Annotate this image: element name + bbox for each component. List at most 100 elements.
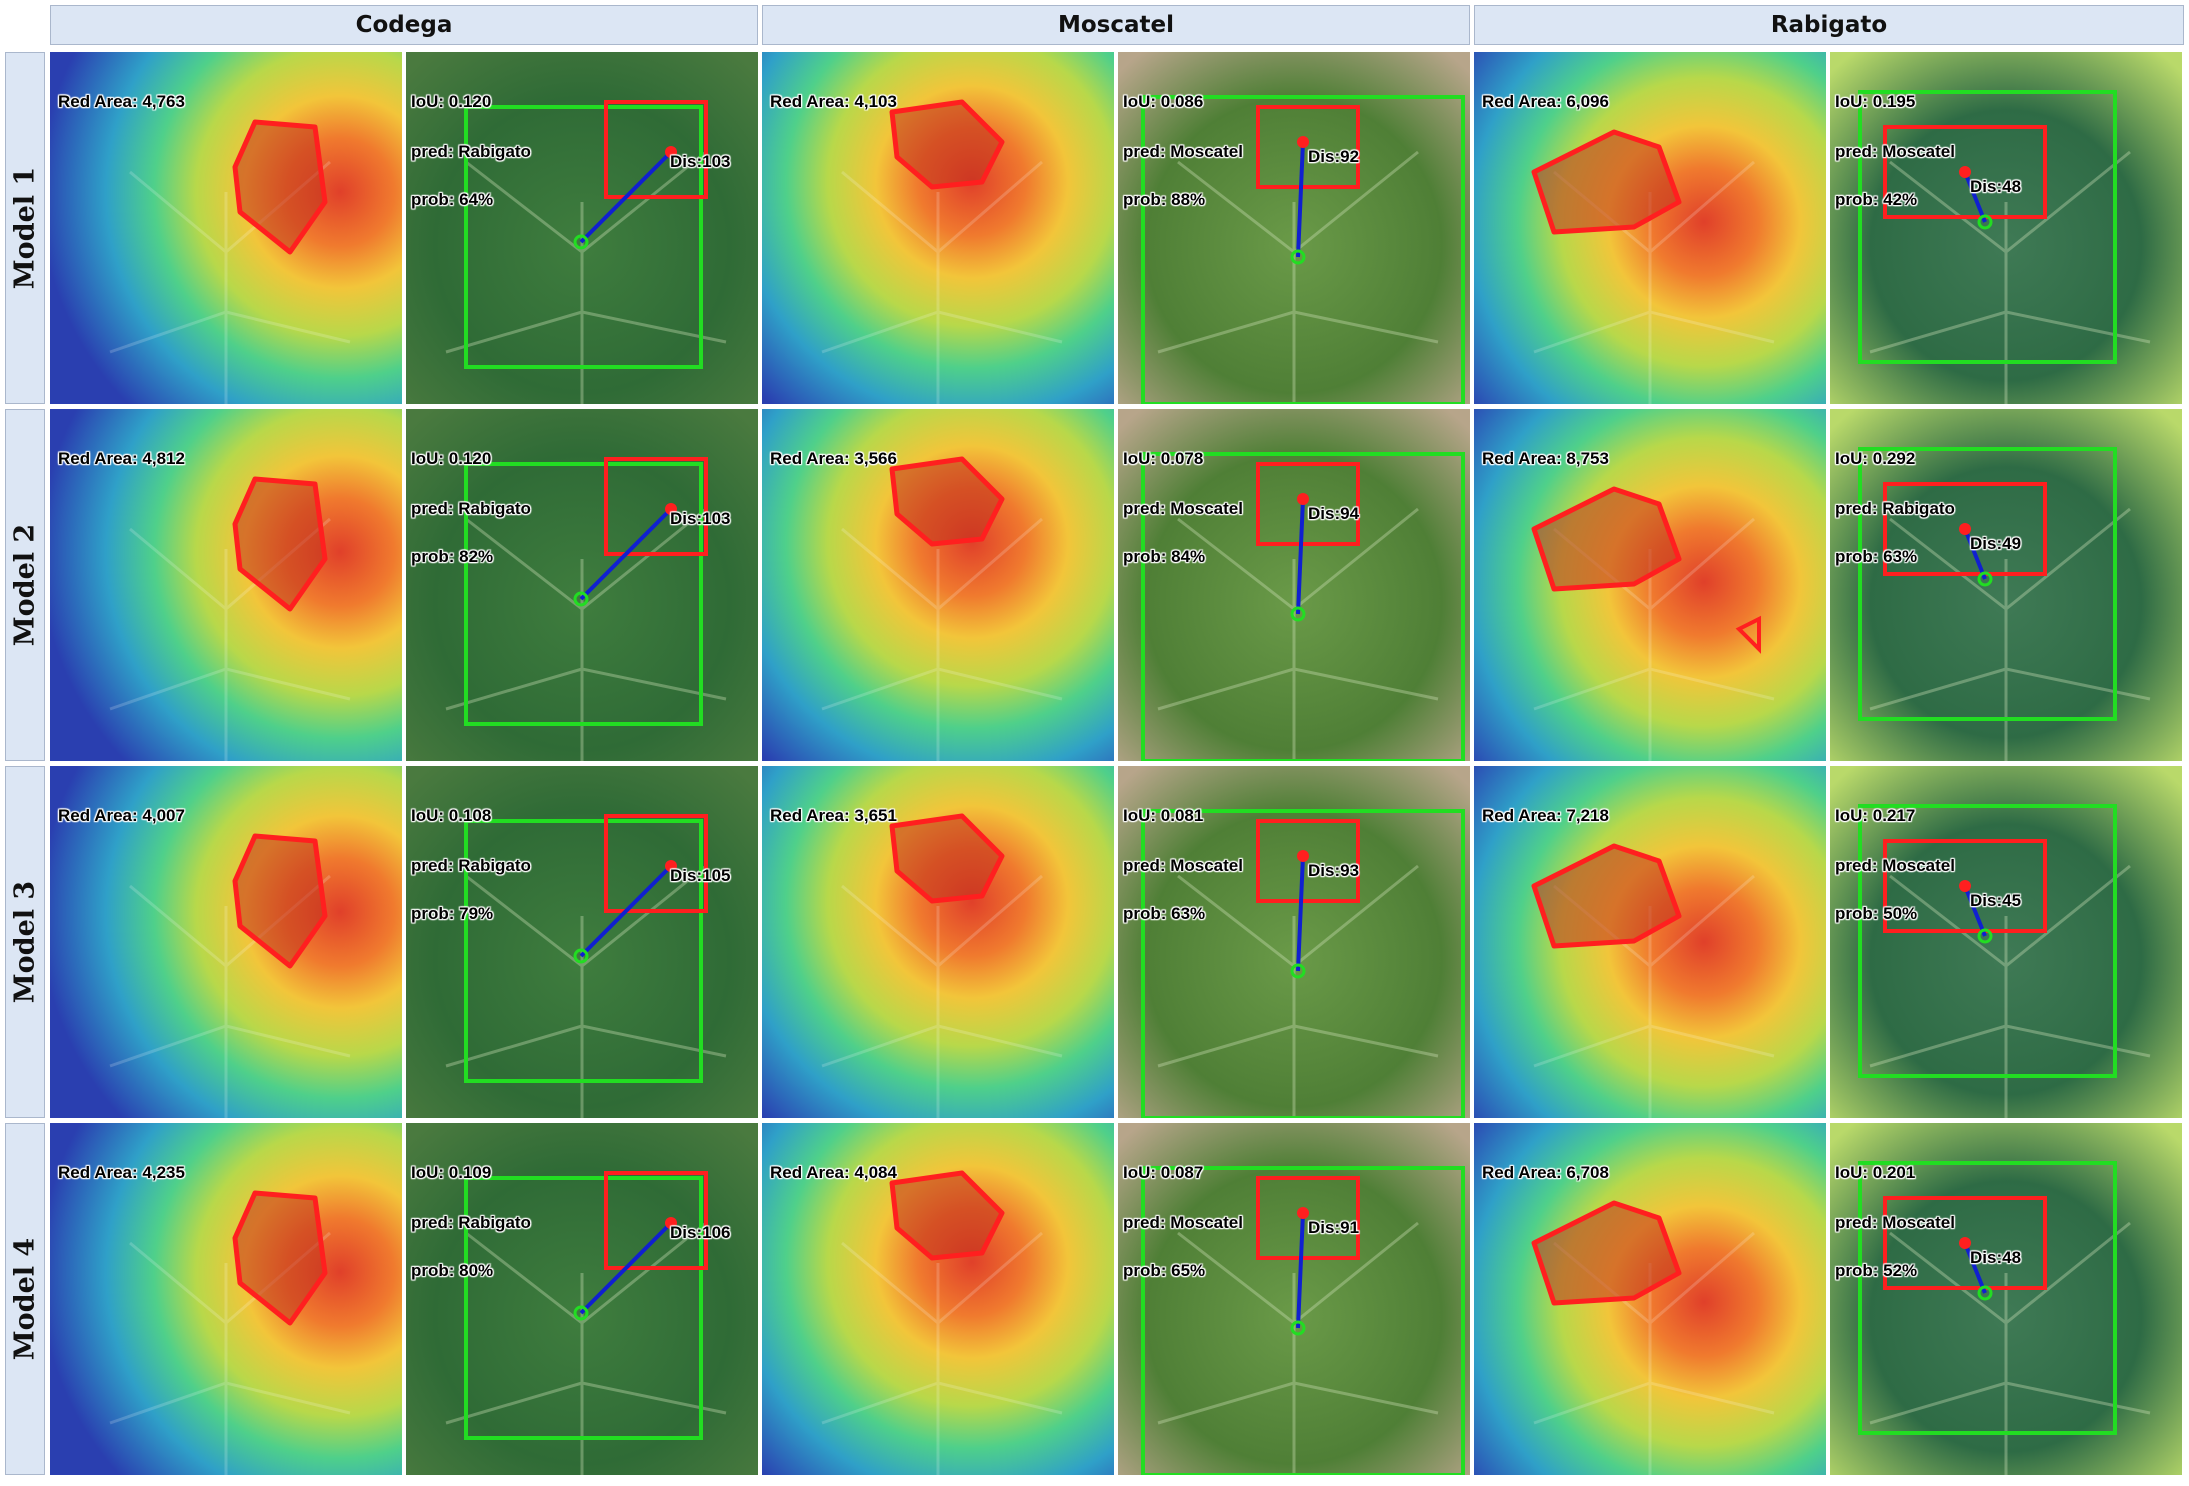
detection-panel: IoU: 0.195 pred: Moscatel prob: 42% Dis:48 [1830,52,2182,404]
predicted-box [604,814,708,913]
distance-line [1963,171,1987,223]
probability-label: prob: 50% [1835,904,1918,923]
red-area-label: Red Area: 4,007 [58,806,185,825]
ground-truth-box [1858,804,2117,1078]
column-header-codega: Codega [50,5,758,45]
red-area-label: Red Area: 3,566 [770,449,897,468]
predicted-center-dot [665,860,677,872]
heatmap-image [50,766,402,1118]
predicted-center-dot [1959,166,1971,178]
probability-label: prob: 42% [1835,190,1918,209]
ground-truth-box [1141,452,1465,761]
detection-panel: IoU: 0.081 pred: Moscatel prob: 63% Dis:93 [1118,766,1470,1118]
prediction-label: pred: Moscatel [1123,499,1243,518]
leaf-image [1830,766,2182,1118]
prediction-label: pred: Rabigato [411,499,531,518]
true-center-dot [573,1305,589,1321]
activation-region-polygon [232,476,328,612]
heatmap-image [50,1123,402,1475]
heatmap-panel: Red Area: 4,763 [50,52,402,404]
true-center-dot [1290,606,1306,622]
prediction-label: pred: Moscatel [1123,142,1243,161]
predicted-center-dot [665,503,677,515]
detection-panel: IoU: 0.120 pred: Rabigato prob: 82% Dis:103 [406,409,758,761]
leaf-image [1830,409,2182,761]
iou-label: IoU: 0.201 [1835,1163,1916,1182]
prediction-label: pred: Rabigato [411,856,531,875]
true-center-dot [1290,249,1306,265]
leaf-image [406,409,758,761]
predicted-center-dot [1959,1237,1971,1249]
true-center-dot [1977,1285,1993,1301]
probability-label: prob: 65% [1123,1261,1206,1280]
red-area-label: Red Area: 7,218 [1482,806,1609,825]
leaf-image [406,52,758,404]
probability-label: prob: 64% [411,190,494,209]
probability-label: prob: 52% [1835,1261,1918,1280]
detection-panel: IoU: 0.120 pred: Rabigato prob: 64% Dis:103 [406,52,758,404]
distance-line [579,507,673,601]
column-header-moscatel: Moscatel [762,5,1470,45]
activation-region-polygon [232,833,328,969]
heatmap-image [1474,409,1826,761]
distance-label: Dis:94 [1308,504,1360,523]
detection-panel: IoU: 0.217 pred: Moscatel prob: 50% Dis:45 [1830,766,2182,1118]
predicted-box [1883,839,2047,933]
probability-label: prob: 79% [411,904,494,923]
distance-line [1296,498,1305,615]
distance-label: Dis:91 [1308,1218,1360,1237]
iou-label: IoU: 0.081 [1123,806,1204,825]
detection-panel: IoU: 0.087 pred: Moscatel prob: 65% Dis:91 [1118,1123,1470,1475]
heatmap-panel: Red Area: 4,007 [50,766,402,1118]
ground-truth-box [464,819,703,1083]
ground-truth-box [1858,447,2117,721]
heatmap-panel: Red Area: 4,084 [762,1123,1114,1475]
prediction-label: pred: Moscatel [1835,142,1955,161]
probability-label: prob: 80% [411,1261,494,1280]
heatmap-image [1474,1123,1826,1475]
leaf-image [1118,52,1470,404]
activation-region-polygon [1735,615,1761,654]
distance-line [1963,885,1987,937]
iou-label: IoU: 0.109 [411,1163,492,1182]
iou-label: IoU: 0.078 [1123,449,1204,468]
probability-label: prob: 63% [1123,904,1206,923]
predicted-center-dot [1297,493,1309,505]
predicted-center-dot [665,146,677,158]
predicted-box [1256,819,1360,903]
distance-line [1963,528,1987,580]
predicted-box [1256,105,1360,189]
ground-truth-box [1858,1161,2117,1435]
distance-label: Dis:48 [1970,1248,2022,1267]
probability-label: prob: 84% [1123,547,1206,566]
leaf-image [1830,1123,2182,1475]
distance-label: Dis:45 [1970,891,2022,910]
red-area-label: Red Area: 4,084 [770,1163,897,1182]
predicted-center-dot [1297,1207,1309,1219]
predicted-box [1883,125,2047,219]
prediction-label: pred: Moscatel [1835,856,1955,875]
predicted-box [1256,462,1360,546]
true-center-dot [1290,1320,1306,1336]
distance-label: Dis:92 [1308,147,1360,166]
iou-label: IoU: 0.217 [1835,806,1916,825]
ground-truth-box [1141,1166,1465,1475]
detection-panel: IoU: 0.201 pred: Moscatel prob: 52% Dis:48 [1830,1123,2182,1475]
detection-panel: IoU: 0.078 pred: Moscatel prob: 84% Dis:94 [1118,409,1470,761]
row-label-text: Model 3 [9,880,41,1004]
activation-region-polygon [1531,129,1682,235]
row-label-model-4: Model 4 [5,1123,45,1475]
heatmap-image [50,52,402,404]
true-center-dot [573,948,589,964]
predicted-box [1883,1196,2047,1290]
red-area-label: Red Area: 4,763 [58,92,185,111]
row-label-model-2: Model 2 [5,409,45,761]
prediction-label: pred: Moscatel [1123,1213,1243,1232]
predicted-box [604,1171,708,1270]
distance-label: Dis:103 [670,509,731,528]
true-center-dot [573,591,589,607]
distance-label: Dis:49 [1970,534,2022,553]
true-center-dot [1977,214,1993,230]
distance-label: Dis:48 [1970,177,2022,196]
heatmap-panel: Red Area: 8,753 [1474,409,1826,761]
